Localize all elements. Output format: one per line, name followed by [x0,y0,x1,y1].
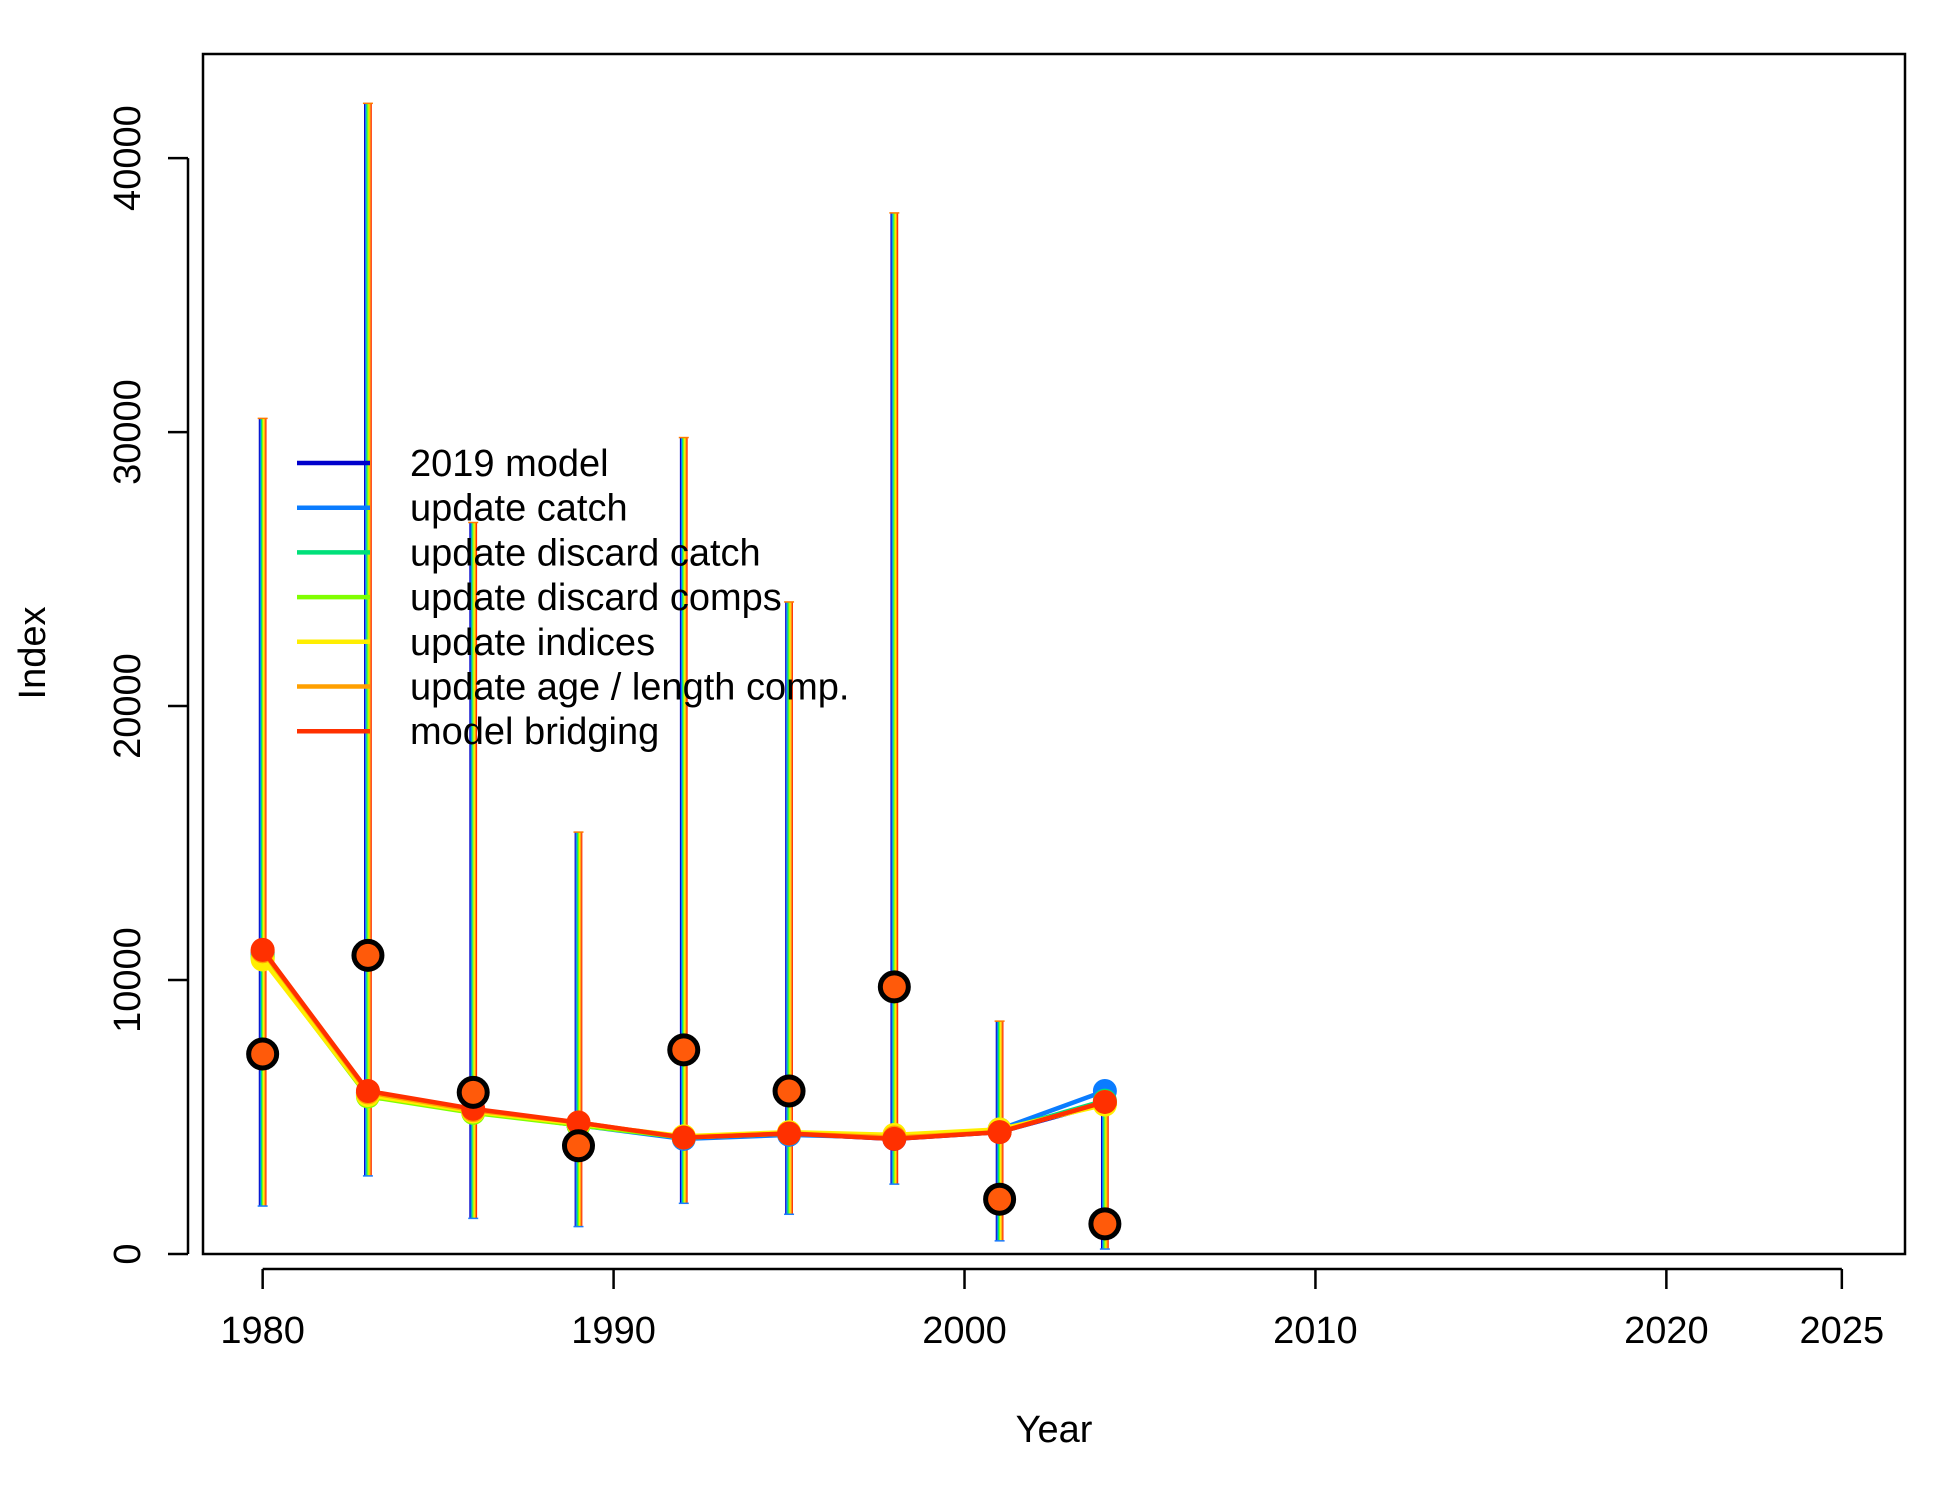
series-point [355,1078,380,1103]
observed-point [983,1182,1017,1216]
y-tick-label: 0 [107,1243,149,1264]
observed-point [246,1037,280,1071]
legend-label: 2019 model [410,443,609,485]
y-axis: 0 10000 20000 30000 40000 [107,105,190,1265]
series-point [250,937,275,962]
observed-point [772,1074,806,1108]
x-tick-label: 1990 [571,1310,656,1352]
y-axis-title: Index [12,607,54,700]
legend-label: model bridging [410,711,659,753]
legend-label: update age / length comp. [410,667,849,709]
y-tick-label: 40000 [107,105,149,211]
observed-point [877,970,911,1004]
legend-label: update discard comps [410,577,782,619]
x-tick-label: 2000 [922,1310,1007,1352]
x-axis-title: Year [1016,1409,1093,1451]
plot-frame [201,52,1907,1256]
legend-label: update catch [410,488,628,530]
observed-point [1088,1207,1122,1241]
observed-point [351,938,385,972]
series-point [671,1125,696,1150]
observed-point [456,1075,490,1109]
series-point [987,1120,1012,1145]
legend-label: update discard catch [410,532,761,574]
series-point [1092,1089,1117,1114]
x-tick-label: 2020 [1624,1310,1709,1352]
y-tick-label: 20000 [107,653,149,759]
x-tick-label: 2025 [1800,1310,1885,1352]
y-tick-label: 30000 [107,379,149,485]
x-tick-label: 1980 [220,1310,305,1352]
error-bars [257,102,1110,1250]
observed-point [561,1129,595,1163]
series-point [566,1110,591,1135]
x-axis: 1980 1990 2000 2010 2020 2025 [220,1267,1885,1352]
legend-label: update indices [410,622,655,664]
series-point [777,1121,802,1146]
series-point [882,1126,907,1151]
y-tick-label: 10000 [107,927,149,1033]
observed-point [667,1033,701,1067]
x-tick-label: 2010 [1273,1310,1358,1352]
observed-points [246,938,1122,1241]
